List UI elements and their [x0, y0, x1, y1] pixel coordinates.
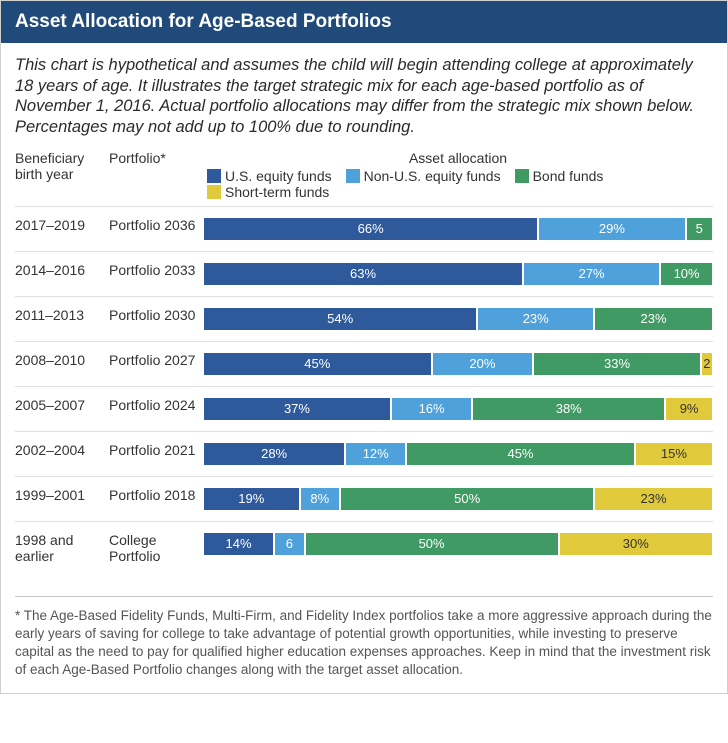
legend-item: Short-term funds — [207, 184, 329, 200]
footnote-text: * The Age-Based Fidelity Funds, Multi-Fi… — [1, 597, 727, 694]
data-row: 1998 and earlierCollege Portfolio14%650%… — [15, 521, 713, 574]
col-header-portfolio: Portfolio* — [109, 150, 203, 166]
bar-segment: 38% — [473, 398, 666, 420]
bar-segment: 28% — [204, 443, 346, 465]
chart-area: Beneficiary birth year Portfolio* Asset … — [1, 146, 727, 584]
bar-segment: 66% — [204, 218, 539, 240]
header-row: Beneficiary birth year Portfolio* Asset … — [15, 150, 713, 200]
portfolio-cell: College Portfolio — [109, 530, 203, 564]
birth-year-cell: 2017–2019 — [15, 215, 109, 233]
allocation-title: Asset allocation — [203, 150, 713, 166]
bar-cell: 19%8%50%23% — [203, 485, 713, 511]
bar-segment: 8% — [301, 488, 342, 510]
stacked-bar: 37%16%38%9% — [203, 397, 713, 421]
birth-year-cell: 1998 and earlier — [15, 530, 109, 564]
bar-cell: 66%29%5 — [203, 215, 713, 241]
portfolio-cell: Portfolio 2018 — [109, 485, 203, 503]
bar-segment: 27% — [524, 263, 661, 285]
stacked-bar: 63%27%10% — [203, 262, 713, 286]
birth-year-cell: 2008–2010 — [15, 350, 109, 368]
bar-segment: 16% — [392, 398, 473, 420]
legend-swatch — [515, 169, 529, 183]
stacked-bar: 45%20%33%2 — [203, 352, 713, 376]
birth-year-cell: 2002–2004 — [15, 440, 109, 458]
portfolio-cell: Portfolio 2024 — [109, 395, 203, 413]
legend: U.S. equity funds Non-U.S. equity funds Bo… — [203, 168, 713, 200]
stacked-bar: 54%23%23% — [203, 307, 713, 331]
legend-item: U.S. equity funds — [207, 168, 332, 184]
legend-swatch — [346, 169, 360, 183]
stacked-bar: 14%650%30% — [203, 532, 713, 556]
bar-segment: 23% — [595, 308, 712, 330]
data-rows: 2017–2019Portfolio 203666%29%52014–2016P… — [15, 206, 713, 574]
bar-cell: 14%650%30% — [203, 530, 713, 556]
bar-segment: 5 — [687, 218, 712, 240]
bar-cell: 54%23%23% — [203, 305, 713, 331]
bar-segment: 9% — [666, 398, 712, 420]
bar-segment: 63% — [204, 263, 524, 285]
legend-item: Bond funds — [515, 168, 604, 184]
bar-segment: 14% — [204, 533, 275, 555]
data-row: 2002–2004Portfolio 202128%12%45%15% — [15, 431, 713, 476]
bar-segment: 15% — [636, 443, 712, 465]
bar-segment: 45% — [407, 443, 636, 465]
bar-segment: 20% — [433, 353, 535, 375]
bar-segment: 23% — [478, 308, 595, 330]
chart-card: Asset Allocation for Age-Based Portfolio… — [0, 0, 728, 694]
portfolio-cell: Portfolio 2021 — [109, 440, 203, 458]
data-row: 2017–2019Portfolio 203666%29%5 — [15, 206, 713, 251]
data-row: 1999–2001Portfolio 201819%8%50%23% — [15, 476, 713, 521]
legend-label: Short-term funds — [225, 184, 329, 200]
portfolio-cell: Portfolio 2030 — [109, 305, 203, 323]
bar-segment: 6 — [275, 533, 305, 555]
bar-segment: 54% — [204, 308, 478, 330]
bar-segment: 37% — [204, 398, 392, 420]
bar-cell: 45%20%33%2 — [203, 350, 713, 376]
data-row: 2005–2007Portfolio 202437%16%38%9% — [15, 386, 713, 431]
bar-segment: 19% — [204, 488, 301, 510]
stacked-bar: 66%29%5 — [203, 217, 713, 241]
stacked-bar: 19%8%50%23% — [203, 487, 713, 511]
bar-segment: 30% — [560, 533, 712, 555]
portfolio-cell: Portfolio 2027 — [109, 350, 203, 368]
data-row: 2011–2013Portfolio 203054%23%23% — [15, 296, 713, 341]
portfolio-cell: Portfolio 2033 — [109, 260, 203, 278]
bar-segment: 2 — [702, 353, 712, 375]
bar-segment: 10% — [661, 263, 712, 285]
card-header: Asset Allocation for Age-Based Portfolio… — [1, 1, 727, 43]
legend-item: Non-U.S. equity funds — [346, 168, 501, 184]
bar-segment: 23% — [595, 488, 712, 510]
bar-segment: 12% — [346, 443, 407, 465]
bar-segment: 50% — [306, 533, 560, 555]
bar-segment: 29% — [539, 218, 686, 240]
bar-cell: 37%16%38%9% — [203, 395, 713, 421]
intro-text: This chart is hypothetical and assumes t… — [1, 43, 727, 146]
legend-swatch — [207, 169, 221, 183]
birth-year-cell: 2011–2013 — [15, 305, 109, 323]
stacked-bar: 28%12%45%15% — [203, 442, 713, 466]
legend-label: Non-U.S. equity funds — [364, 168, 501, 184]
data-row: 2014–2016Portfolio 203363%27%10% — [15, 251, 713, 296]
birth-year-cell: 1999–2001 — [15, 485, 109, 503]
legend-label: U.S. equity funds — [225, 168, 332, 184]
bar-segment: 50% — [341, 488, 595, 510]
legend-label: Bond funds — [533, 168, 604, 184]
birth-year-cell: 2005–2007 — [15, 395, 109, 413]
data-row: 2008–2010Portfolio 202745%20%33%2 — [15, 341, 713, 386]
bar-segment: 45% — [204, 353, 433, 375]
birth-year-cell: 2014–2016 — [15, 260, 109, 278]
card-title: Asset Allocation for Age-Based Portfolio… — [15, 11, 392, 32]
col-header-birth-year: Beneficiary birth year — [15, 150, 109, 182]
bar-cell: 28%12%45%15% — [203, 440, 713, 466]
legend-swatch — [207, 185, 221, 199]
col-header-allocation: Asset allocation U.S. equity funds Non-U.… — [203, 150, 713, 200]
portfolio-cell: Portfolio 2036 — [109, 215, 203, 233]
bar-cell: 63%27%10% — [203, 260, 713, 286]
bar-segment: 33% — [534, 353, 702, 375]
